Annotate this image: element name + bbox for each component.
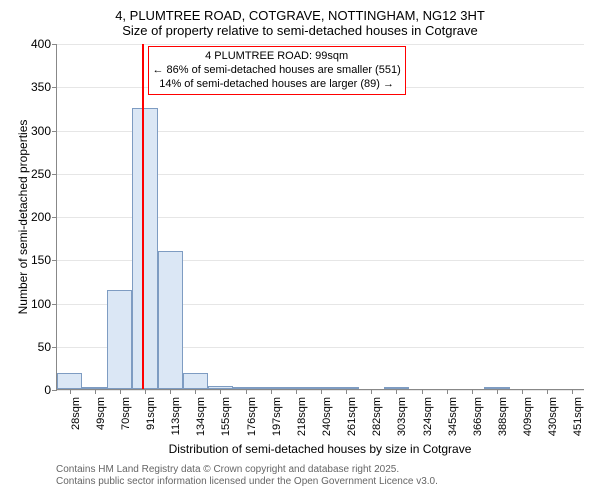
xtick-mark	[447, 389, 448, 394]
annotation-line1: 4 PLUMTREE ROAD: 99sqm	[153, 49, 401, 63]
title-line1: 4, PLUMTREE ROAD, COTGRAVE, NOTTINGHAM, …	[0, 8, 600, 23]
xtick-mark	[371, 389, 372, 394]
ytick-label: 150	[31, 253, 51, 267]
xtick-mark	[321, 389, 322, 394]
ytick-mark	[52, 390, 57, 391]
xtick-mark	[522, 389, 523, 394]
xtick-label: 176sqm	[246, 397, 258, 436]
title-line2: Size of property relative to semi-detach…	[0, 23, 600, 38]
histogram-bar	[183, 373, 208, 389]
xtick-label: 409sqm	[522, 397, 534, 436]
xtick-label: 134sqm	[195, 397, 207, 436]
xtick-label: 366sqm	[472, 397, 484, 436]
xtick-mark	[497, 389, 498, 394]
annotation-line3: 14% of semi-detached houses are larger (…	[153, 77, 401, 91]
xtick-label: 197sqm	[271, 397, 283, 436]
xtick-label: 388sqm	[497, 397, 509, 436]
ytick-mark	[52, 347, 57, 348]
reference-line	[142, 44, 144, 389]
ytick-mark	[52, 44, 57, 45]
xtick-label: 430sqm	[547, 397, 559, 436]
xtick-label: 345sqm	[447, 397, 459, 436]
footer-line2: Contains public sector information licen…	[56, 476, 438, 487]
xtick-mark	[70, 389, 71, 394]
xtick-mark	[396, 389, 397, 394]
xtick-mark	[170, 389, 171, 394]
ytick-mark	[52, 131, 57, 132]
ytick-mark	[52, 87, 57, 88]
ytick-label: 250	[31, 167, 51, 181]
xtick-label: 303sqm	[396, 397, 408, 436]
xtick-label: 49sqm	[95, 397, 107, 430]
xtick-mark	[346, 389, 347, 394]
xtick-label: 91sqm	[145, 397, 157, 430]
plot-area: 05010015020025030035040028sqm49sqm70sqm9…	[56, 44, 584, 390]
xtick-mark	[195, 389, 196, 394]
xtick-label: 282sqm	[371, 397, 383, 436]
xtick-label: 451sqm	[572, 397, 584, 436]
ytick-label: 200	[31, 210, 51, 224]
xtick-label: 28sqm	[70, 397, 82, 430]
xtick-mark	[422, 389, 423, 394]
xtick-mark	[120, 389, 121, 394]
xtick-label: 113sqm	[170, 397, 182, 435]
ytick-label: 100	[31, 297, 51, 311]
x-axis-label: Distribution of semi-detached houses by …	[56, 442, 584, 456]
xtick-mark	[271, 389, 272, 394]
histogram-bar	[158, 251, 183, 389]
histogram-bar	[107, 290, 132, 389]
xtick-mark	[246, 389, 247, 394]
ytick-mark	[52, 260, 57, 261]
ytick-mark	[52, 217, 57, 218]
xtick-label: 261sqm	[346, 397, 358, 436]
xtick-mark	[95, 389, 96, 394]
ytick-label: 50	[38, 340, 51, 354]
annotation-line2: ← 86% of semi-detached houses are smalle…	[153, 63, 401, 77]
xtick-label: 218sqm	[296, 397, 308, 436]
ytick-mark	[52, 304, 57, 305]
chart-container: 4, PLUMTREE ROAD, COTGRAVE, NOTTINGHAM, …	[0, 0, 600, 500]
xtick-mark	[572, 389, 573, 394]
xtick-label: 240sqm	[321, 397, 333, 436]
ytick-label: 350	[31, 80, 51, 94]
xtick-label: 70sqm	[120, 397, 132, 430]
chart-title: 4, PLUMTREE ROAD, COTGRAVE, NOTTINGHAM, …	[0, 0, 600, 38]
footer-line1: Contains HM Land Registry data © Crown c…	[56, 464, 399, 475]
xtick-mark	[220, 389, 221, 394]
xtick-mark	[145, 389, 146, 394]
xtick-label: 155sqm	[220, 397, 232, 436]
y-axis-label: Number of semi-detached properties	[16, 44, 30, 390]
histogram-bar	[132, 108, 157, 389]
ytick-label: 300	[31, 124, 51, 138]
ytick-mark	[52, 174, 57, 175]
xtick-mark	[296, 389, 297, 394]
xtick-mark	[472, 389, 473, 394]
annotation-box: 4 PLUMTREE ROAD: 99sqm← 86% of semi-deta…	[148, 46, 406, 95]
xtick-label: 324sqm	[422, 397, 434, 436]
ytick-label: 0	[44, 383, 51, 397]
histogram-bar	[57, 373, 82, 389]
ytick-label: 400	[31, 37, 51, 51]
xtick-mark	[547, 389, 548, 394]
